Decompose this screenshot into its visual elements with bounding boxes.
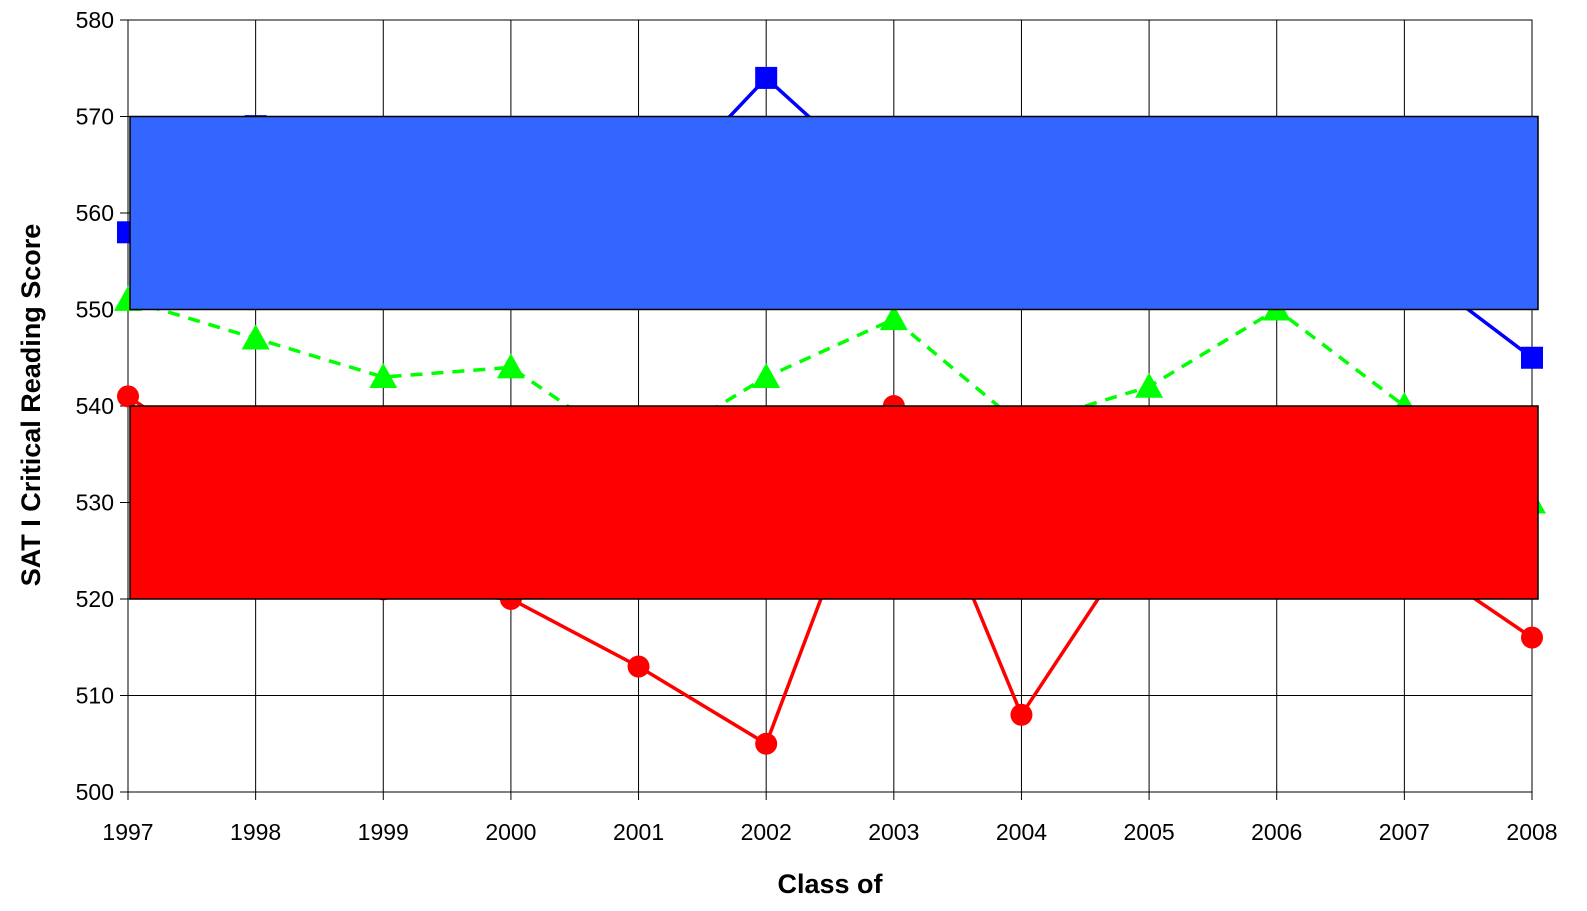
y-tick-label-5: 550 (76, 297, 114, 323)
y-tick-label-0: 500 (76, 779, 114, 805)
series-1-point-6 (879, 305, 908, 331)
series-0-point-11 (1521, 346, 1543, 369)
overlay-box-0 (129, 115, 1539, 311)
series-1-point-3 (496, 353, 525, 379)
x-tick-label-1: 1998 (230, 819, 281, 845)
x-tick-label-4: 2001 (613, 819, 664, 845)
x-tick-label-7: 2004 (996, 819, 1047, 845)
x-axis-ticks: 1997 1998 1999 2000 2001 2002 2003 2004 2005 2006… (102, 819, 1557, 845)
series-1-line (127, 298, 1534, 504)
series-1-point-1 (241, 324, 270, 350)
series-2-point-7 (1010, 703, 1033, 726)
y-axis-title: SAT I Critical Reading Score (16, 224, 46, 587)
series-2-point-0 (117, 385, 139, 408)
x-tick-label-0: 1997 (102, 819, 153, 845)
x-axis-title: Class of (777, 869, 883, 899)
series-2-point-4 (627, 655, 650, 678)
y-tick-label-2: 520 (76, 586, 114, 612)
y-tick-label-8: 580 (76, 7, 114, 33)
y-tick-label-4: 540 (76, 393, 114, 419)
x-tick-label-10: 2007 (1379, 819, 1430, 845)
overlay-layer (129, 115, 1539, 600)
y-axis-ticks: 500 510 520 530 540 550 560 570 580 (76, 7, 114, 805)
x-tick-label-5: 2002 (741, 819, 792, 845)
y-tick-label-3: 530 (76, 490, 114, 516)
series-0-point-5 (755, 66, 778, 89)
x-tick-label-8: 2005 (1124, 819, 1175, 845)
overlay-box-1 (129, 405, 1539, 600)
y-tick-label-1: 510 (76, 683, 114, 709)
x-tick-label-11: 2008 (1506, 819, 1557, 845)
series-1-point-2 (369, 363, 398, 389)
x-tick-label-2: 1999 (358, 819, 409, 845)
series-1-point-5 (752, 363, 781, 389)
x-tick-label-6: 2003 (868, 819, 919, 845)
series-1-point-8 (1135, 372, 1164, 398)
x-tick-label-9: 2006 (1251, 819, 1302, 845)
series-2-point-5 (755, 732, 778, 755)
x-tick-label-3: 2000 (485, 819, 536, 845)
y-tick-label-7: 570 (76, 104, 114, 130)
y-tick-label-6: 560 (76, 200, 114, 226)
series-2-point-11 (1521, 626, 1543, 649)
